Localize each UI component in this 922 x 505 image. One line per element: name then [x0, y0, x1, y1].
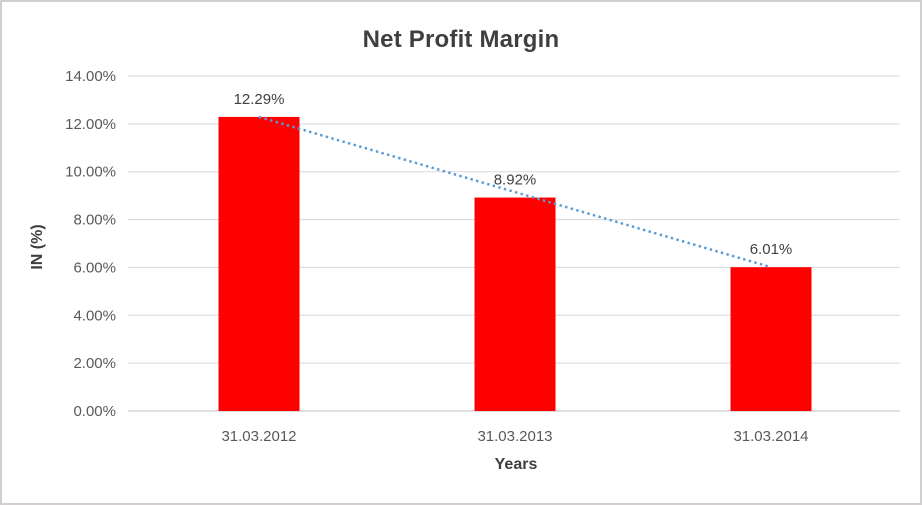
bar	[730, 267, 812, 411]
trendline	[258, 115, 772, 269]
y-tick-label: 6.00%	[73, 259, 116, 276]
y-tick-label: 2.00%	[73, 355, 116, 372]
y-tick-label: 14.00%	[65, 68, 116, 85]
bar-data-label: 6.01%	[750, 241, 793, 258]
bar-data-label: 8.92%	[494, 172, 537, 189]
bar-data-label: 12.29%	[234, 91, 285, 108]
y-tick-label: 4.00%	[73, 307, 116, 324]
x-category-label: 31.03.2013	[477, 428, 552, 445]
y-tick-label: 10.00%	[65, 164, 116, 181]
x-category-label: 31.03.2014	[733, 428, 808, 445]
x-category-label: 31.03.2012	[221, 428, 296, 445]
bar	[218, 116, 300, 412]
x-axis-title: Years	[494, 456, 538, 473]
y-tick-label: 8.00%	[73, 212, 116, 229]
y-tick-label: 0.00%	[73, 403, 116, 420]
chart-title: Net Profit Margin	[362, 26, 560, 53]
y-tick-label: 12.00%	[65, 116, 116, 133]
bar	[474, 197, 556, 411]
